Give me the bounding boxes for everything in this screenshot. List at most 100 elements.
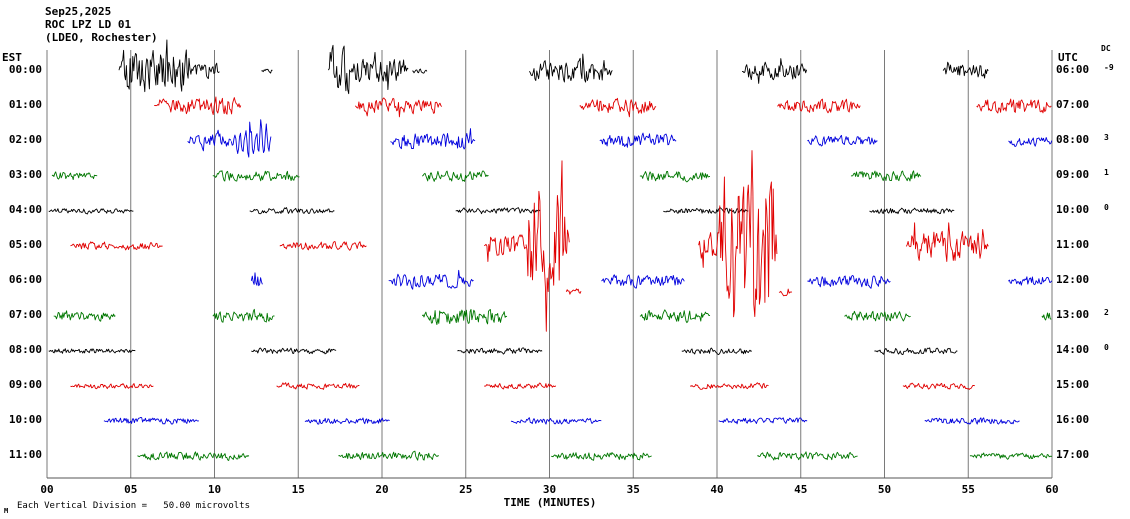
trace-segment [421, 308, 508, 326]
trace-segment [807, 134, 878, 147]
trace-segment [905, 222, 989, 262]
row-label-utc: 12:00 [1056, 273, 1090, 286]
trace-segment [639, 171, 711, 183]
trace-segment [601, 274, 685, 289]
station-location: (LDEO, Rochester) [45, 31, 158, 44]
x-tick-label: 20 [375, 483, 389, 496]
trace-segment [230, 119, 272, 158]
trace-segment [250, 272, 263, 287]
trace-segment [1008, 137, 1053, 147]
trace-segment [742, 58, 808, 84]
row-label-utc: 16:00 [1056, 413, 1090, 426]
row-dc-value: 2 [1104, 308, 1109, 317]
row-label-utc: 06:00 [1056, 63, 1090, 76]
row-label-utc: 11:00 [1056, 238, 1090, 251]
trace-segment [716, 150, 778, 318]
trace-segment [483, 234, 526, 262]
x-axis-title: TIME (MINUTES) [503, 496, 597, 509]
trace-segment [579, 97, 657, 118]
x-tick-label: 10 [207, 483, 222, 496]
x-tick-label: 25 [459, 483, 473, 496]
row-label-est: 01:00 [8, 98, 42, 111]
trace-segment [70, 241, 163, 251]
row-label-est: 00:00 [8, 63, 42, 76]
trace-segment [510, 417, 602, 425]
row-label-est: 02:00 [8, 133, 42, 146]
trace-segment [388, 269, 474, 290]
trace-segment [777, 98, 861, 114]
row-label-est: 10:00 [8, 413, 42, 426]
trace-segment [390, 128, 476, 150]
trace-segment [869, 207, 955, 215]
trace-segment [457, 347, 543, 355]
row-label-utc: 13:00 [1056, 308, 1090, 321]
trace-segment [681, 347, 752, 356]
row-label-utc: 14:00 [1056, 343, 1090, 356]
trace-segment [412, 68, 428, 74]
trace-segment [551, 452, 652, 461]
trace-segment [778, 288, 793, 297]
row-label-est: 03:00 [8, 168, 42, 181]
trace-segment [276, 382, 360, 390]
trace-segment [192, 62, 220, 80]
x-tick-label: 45 [794, 483, 808, 496]
trace-segment [718, 417, 808, 425]
left-axis-header: EST [2, 51, 22, 64]
trace-segment [48, 208, 134, 215]
trace-segment [304, 417, 390, 425]
x-tick-label: 35 [626, 483, 640, 496]
trace-segment [251, 347, 337, 355]
trace-segment [70, 383, 154, 390]
trace-segment [525, 160, 570, 332]
trace-segment [187, 129, 232, 152]
row-label-est: 07:00 [8, 308, 42, 321]
trace-segment [1008, 276, 1053, 286]
trace-segment [137, 451, 250, 461]
corner-mark: M [4, 507, 9, 515]
x-tick-label: 40 [710, 483, 724, 496]
trace-segment [279, 241, 367, 251]
trace-segment [212, 308, 275, 323]
trace-segment [1041, 312, 1052, 321]
trace-segment [261, 68, 273, 74]
x-tick-label: 05 [124, 483, 138, 496]
row-label-utc: 10:00 [1056, 203, 1090, 216]
trace-segment [249, 207, 335, 215]
x-tick-label: 30 [542, 483, 557, 496]
plot-date: Sep25,2025 [45, 5, 112, 18]
trace-segment [850, 170, 922, 182]
row-label-utc: 15:00 [1056, 378, 1090, 391]
trace-segment [53, 310, 116, 322]
row-label-est: 05:00 [8, 238, 42, 251]
trace-segment [902, 382, 975, 390]
trace-segment [565, 288, 582, 295]
right-axis-header: UTC [1058, 51, 1078, 64]
trace-segment [328, 44, 351, 95]
trace-segment [421, 170, 489, 182]
row-label-utc: 08:00 [1056, 133, 1090, 146]
trace-segment [942, 61, 989, 79]
x-tick-label: 00 [40, 483, 54, 496]
scale-footnote: Each Vertical Division = 50.00 microvolt… [17, 501, 250, 511]
trace-segment [103, 416, 199, 425]
row-dc-value: 0 [1104, 203, 1109, 212]
trace-segment [455, 207, 541, 215]
trace-segment [51, 171, 98, 181]
trace-segment [976, 98, 1052, 114]
trace-segment [212, 170, 300, 182]
row-label-utc: 17:00 [1056, 448, 1090, 461]
trace-segment [689, 382, 769, 390]
row-dc-value: -9 [1104, 63, 1114, 72]
trace-segment [48, 348, 136, 354]
station-id: ROC LPZ LD 01 [45, 18, 132, 31]
trace-segment [698, 232, 718, 268]
trace-segment [354, 97, 443, 118]
row-label-est: 09:00 [8, 378, 42, 391]
trace-segment [599, 132, 677, 148]
row-label-est: 06:00 [8, 273, 42, 286]
row-dc-value: 0 [1104, 343, 1109, 352]
trace-segment [484, 382, 557, 390]
trace-segment [757, 451, 858, 461]
trace-segment [529, 53, 613, 83]
